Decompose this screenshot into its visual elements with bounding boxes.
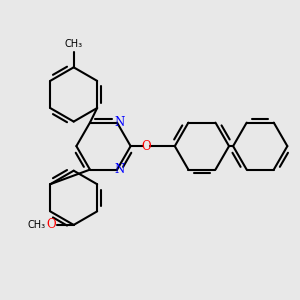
Text: N: N xyxy=(114,163,124,176)
Text: CH₃: CH₃ xyxy=(64,39,83,49)
Text: N: N xyxy=(114,116,124,129)
Text: O: O xyxy=(46,218,56,231)
Text: O: O xyxy=(141,140,151,153)
Text: CH₃: CH₃ xyxy=(28,220,46,230)
